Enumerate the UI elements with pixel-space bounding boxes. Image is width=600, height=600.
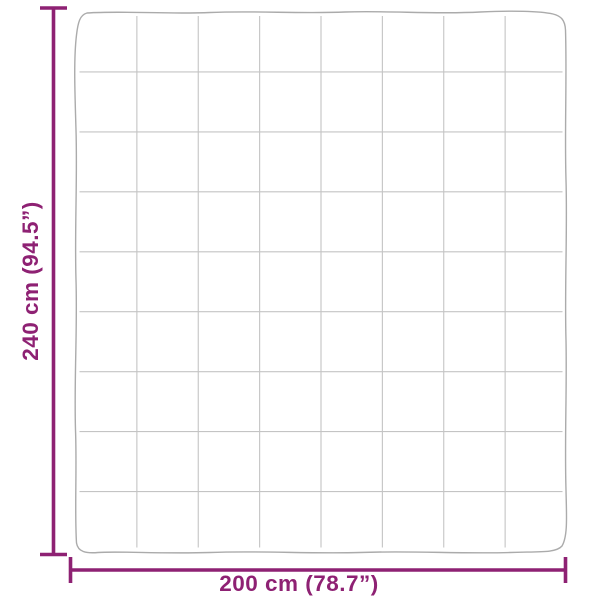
height-dimension [40,6,67,557]
width-dimension [68,557,568,583]
height-dimension-label: 240 cm (94.5”) [18,201,43,361]
width-dimension-label: 200 cm (78.7”) [219,571,379,596]
quilt-grid [79,16,563,548]
